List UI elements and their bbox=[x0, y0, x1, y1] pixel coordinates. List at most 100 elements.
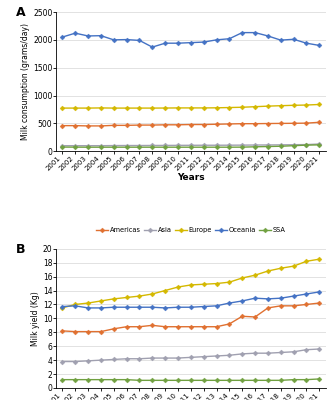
Europe bbox=[86, 106, 90, 110]
SSA bbox=[112, 377, 116, 382]
Americas bbox=[99, 124, 103, 128]
SSA bbox=[163, 145, 167, 150]
Y-axis label: Milk consumption (grams/day): Milk consumption (grams/day) bbox=[21, 23, 30, 140]
SSA bbox=[189, 145, 193, 150]
Americas bbox=[125, 123, 129, 128]
SSA bbox=[291, 377, 295, 382]
SSA bbox=[291, 143, 295, 148]
Oceania bbox=[317, 43, 321, 48]
Europe bbox=[189, 106, 193, 110]
Europe bbox=[189, 282, 193, 287]
Europe bbox=[202, 282, 206, 287]
Europe bbox=[279, 266, 283, 271]
Americas bbox=[253, 314, 257, 319]
SSA bbox=[266, 144, 270, 149]
Oceania bbox=[125, 305, 129, 310]
SSA bbox=[99, 145, 103, 150]
SSA bbox=[138, 378, 141, 383]
Asia bbox=[304, 142, 308, 147]
Asia bbox=[317, 142, 321, 146]
Europe bbox=[266, 104, 270, 108]
Text: A: A bbox=[15, 6, 25, 20]
Oceania bbox=[202, 40, 206, 44]
Oceania bbox=[61, 304, 64, 309]
Asia bbox=[99, 143, 103, 148]
Line: Asia: Asia bbox=[61, 347, 321, 363]
Europe bbox=[253, 104, 257, 109]
Oceania bbox=[86, 34, 90, 38]
Oceania bbox=[73, 304, 77, 308]
Americas bbox=[304, 302, 308, 307]
Europe bbox=[227, 280, 231, 284]
SSA bbox=[150, 378, 154, 383]
Asia bbox=[291, 142, 295, 147]
Oceania bbox=[176, 305, 180, 310]
SSA bbox=[150, 145, 154, 150]
Americas bbox=[240, 121, 244, 126]
Europe bbox=[202, 106, 206, 110]
SSA bbox=[253, 378, 257, 383]
Americas bbox=[112, 123, 116, 128]
Oceania bbox=[138, 305, 141, 310]
Asia bbox=[189, 143, 193, 148]
Asia bbox=[61, 359, 64, 364]
SSA bbox=[86, 377, 90, 382]
Oceania bbox=[189, 40, 193, 45]
Europe bbox=[317, 102, 321, 107]
SSA bbox=[202, 378, 206, 383]
Europe bbox=[86, 301, 90, 306]
SSA bbox=[279, 144, 283, 149]
Americas bbox=[125, 324, 129, 329]
Asia bbox=[176, 143, 180, 148]
Americas bbox=[304, 121, 308, 126]
Asia bbox=[163, 143, 167, 148]
Oceania bbox=[163, 41, 167, 46]
Americas bbox=[317, 120, 321, 125]
Asia bbox=[112, 357, 116, 362]
Americas bbox=[279, 121, 283, 126]
Americas bbox=[202, 122, 206, 127]
Americas bbox=[266, 306, 270, 310]
Asia bbox=[189, 355, 193, 360]
Oceania bbox=[112, 38, 116, 42]
Americas bbox=[189, 324, 193, 329]
SSA bbox=[73, 145, 77, 150]
Line: Europe: Europe bbox=[61, 258, 321, 310]
Americas bbox=[138, 123, 141, 128]
Americas bbox=[86, 329, 90, 334]
Oceania bbox=[240, 30, 244, 35]
Oceania bbox=[291, 37, 295, 42]
Europe bbox=[266, 269, 270, 274]
SSA bbox=[227, 145, 231, 150]
SSA bbox=[279, 378, 283, 383]
Europe bbox=[138, 294, 141, 298]
Oceania bbox=[202, 304, 206, 309]
Asia bbox=[61, 143, 64, 148]
SSA bbox=[266, 378, 270, 383]
Asia bbox=[215, 143, 218, 148]
Oceania bbox=[266, 34, 270, 38]
Oceania bbox=[240, 298, 244, 303]
Europe bbox=[317, 257, 321, 262]
Europe bbox=[279, 103, 283, 108]
Americas bbox=[279, 304, 283, 308]
Oceania bbox=[215, 38, 218, 42]
Asia bbox=[266, 142, 270, 147]
SSA bbox=[189, 378, 193, 383]
SSA bbox=[138, 145, 141, 150]
Text: B: B bbox=[15, 243, 25, 256]
SSA bbox=[61, 145, 64, 150]
Americas bbox=[317, 301, 321, 306]
SSA bbox=[61, 377, 64, 382]
Europe bbox=[125, 295, 129, 300]
SSA bbox=[176, 378, 180, 383]
Asia bbox=[138, 143, 141, 148]
Line: Americas: Americas bbox=[61, 301, 321, 333]
SSA bbox=[304, 377, 308, 382]
Europe bbox=[176, 285, 180, 290]
Americas bbox=[189, 122, 193, 127]
Europe bbox=[61, 306, 64, 310]
Oceania bbox=[189, 305, 193, 310]
SSA bbox=[240, 378, 244, 383]
Oceania bbox=[125, 37, 129, 42]
